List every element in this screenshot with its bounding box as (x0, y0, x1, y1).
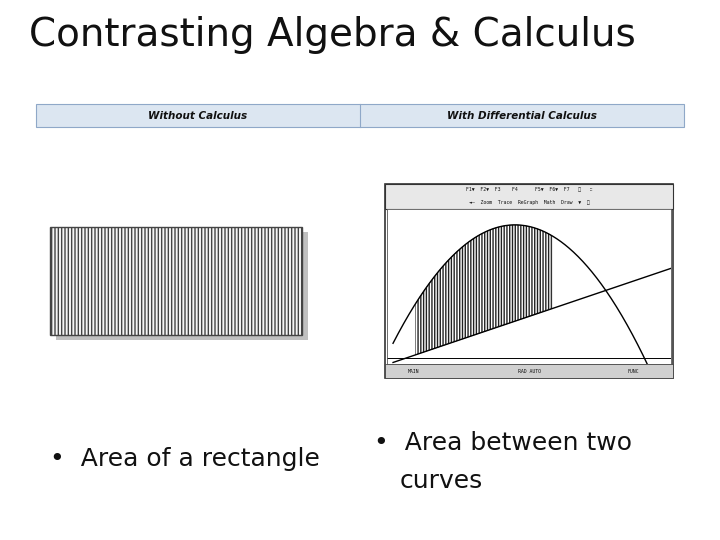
Text: Contrasting Algebra & Calculus: Contrasting Algebra & Calculus (29, 16, 636, 54)
Text: ◄―  Zoom  Trace  ReGraph  Math  Draw  ▼  ⁄: ◄― Zoom Trace ReGraph Math Draw ▼ ⁄ (469, 200, 590, 205)
Text: RAD AUTO: RAD AUTO (518, 369, 541, 374)
Bar (385, 364, 673, 378)
Text: •  Area between two: • Area between two (374, 431, 632, 455)
Bar (385, 184, 673, 209)
Text: FUNC: FUNC (627, 369, 639, 374)
Bar (36, 104, 684, 127)
Bar (50, 227, 302, 335)
Text: Without Calculus: Without Calculus (148, 111, 248, 120)
Text: •  Area of a rectangle: • Area of a rectangle (50, 447, 320, 471)
Text: With Differential Calculus: With Differential Calculus (447, 111, 597, 120)
Text: F1▼  F2▼  F3    F4      F5▼  F6▼  F7   ⎘   ∷: F1▼ F2▼ F3 F4 F5▼ F6▼ F7 ⎘ ∷ (466, 187, 593, 192)
Bar (385, 184, 673, 378)
Text: MAIN: MAIN (408, 369, 420, 374)
Text: curves: curves (400, 469, 483, 492)
Bar (56, 232, 308, 340)
